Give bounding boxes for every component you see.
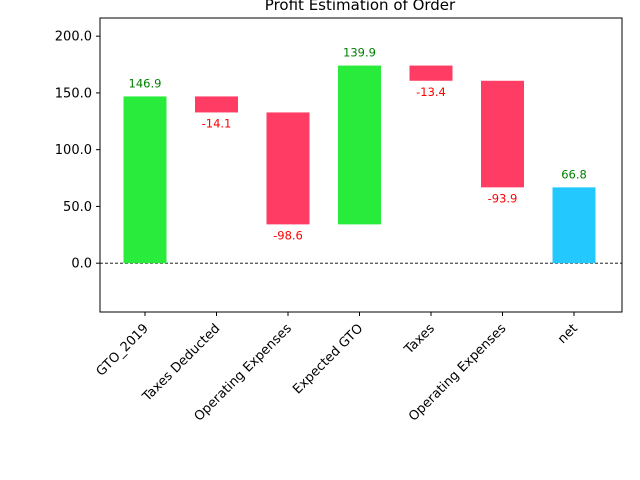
x-tick-label: Taxes Deducted: [139, 321, 223, 405]
data-label: 146.9: [129, 76, 162, 90]
plot-frame: [99, 17, 623, 313]
bar: [195, 96, 238, 113]
bar: [338, 65, 381, 225]
data-label: 66.8: [561, 167, 587, 181]
x-tick-label: GTO_2019: [94, 321, 152, 379]
bar: [266, 112, 310, 225]
y-tick-label: 200.0: [55, 30, 92, 45]
x-tick-label: net: [555, 321, 581, 347]
x-tick-label: Expected GTO: [290, 321, 366, 397]
bar: [123, 96, 167, 264]
y-tick-label: 50.0: [63, 200, 92, 215]
data-label: -14.1: [202, 116, 232, 130]
data-label: -98.6: [273, 228, 303, 242]
y-tick-label: 100.0: [55, 143, 92, 158]
bar: [481, 80, 524, 188]
y-tick-label: 150.0: [55, 86, 92, 101]
chart-marks: 0.0 50.0 100.0 150.0 200.0 146.9 GTO_2019 -14.1…: [55, 30, 622, 425]
chart-title: Profit Estimation of Order: [265, 0, 456, 14]
bar: [409, 65, 453, 81]
data-label: 139.9: [343, 46, 376, 60]
bar: [552, 187, 596, 264]
data-label: -93.9: [488, 191, 518, 205]
data-label: -13.4: [416, 85, 446, 99]
y-tick-label: 0.0: [71, 257, 92, 272]
x-tick-label: Taxes: [401, 321, 438, 358]
